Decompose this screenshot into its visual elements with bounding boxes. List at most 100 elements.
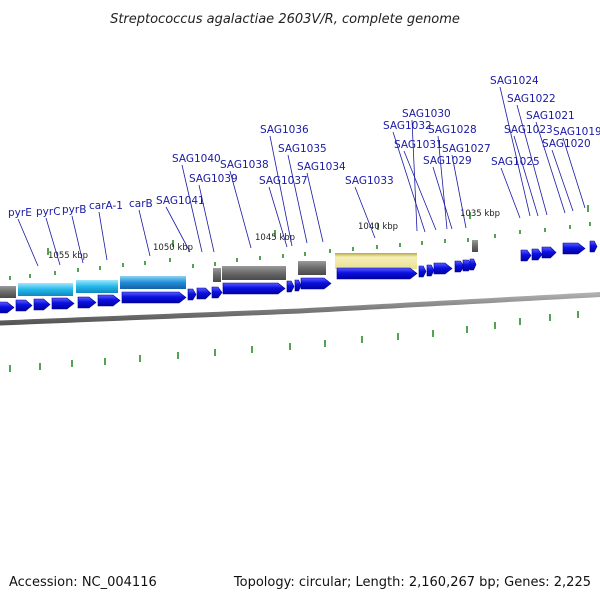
cds-arrow[interactable] <box>562 242 586 255</box>
gene-label-pyrc[interactable]: pyrC <box>36 206 61 218</box>
cds-arrow[interactable] <box>520 249 532 262</box>
gene-label-sag1041[interactable]: SAG1041 <box>156 195 205 207</box>
leader-line <box>17 218 39 267</box>
cds-arrow[interactable] <box>531 248 543 261</box>
leader-line <box>499 86 531 217</box>
cds-arrow[interactable] <box>222 282 286 295</box>
cds-arrow[interactable] <box>211 286 223 299</box>
leader-line <box>392 131 426 233</box>
cds-arrow[interactable] <box>300 277 332 290</box>
feature-block[interactable] <box>472 240 478 252</box>
leader-line <box>287 154 308 244</box>
leader-line <box>403 150 437 231</box>
leader-line <box>138 209 151 257</box>
cds-arrow[interactable] <box>433 262 453 275</box>
kbp-label: 1040 kbp <box>358 222 398 232</box>
gene-label-pyre[interactable]: pyrE <box>8 207 32 219</box>
gene-label-sag1020[interactable]: SAG1020 <box>542 138 591 150</box>
backbone-layer <box>0 291 600 326</box>
feature-block[interactable] <box>213 268 221 282</box>
cds-arrow[interactable] <box>589 240 598 253</box>
gene-label-sag1030[interactable]: SAG1030 <box>402 108 451 120</box>
gene-label-sag1040[interactable]: SAG1040 <box>172 153 221 165</box>
kbp-label: 1055 kbp <box>48 251 88 261</box>
gene-label-sag1033[interactable]: SAG1033 <box>345 175 394 187</box>
feature-block-car[interactable] <box>120 276 186 289</box>
leader-line <box>513 135 539 217</box>
cds-arrow[interactable] <box>541 246 557 259</box>
gene-label-sag1027[interactable]: SAG1027 <box>442 143 491 155</box>
kbp-label: 1045 kbp <box>255 233 295 243</box>
feature-layer <box>0 240 598 314</box>
kbp-label: 1035 kbp <box>460 209 500 219</box>
leader-line <box>98 211 108 261</box>
gene-label-sag1019[interactable]: SAG1019 <box>553 126 600 138</box>
gene-label-sag1037[interactable]: SAG1037 <box>259 175 308 187</box>
cds-arrow[interactable] <box>33 298 51 311</box>
leader-line <box>45 217 61 266</box>
cds-arrow[interactable] <box>336 267 418 280</box>
gene-label-carb[interactable]: carB <box>129 198 153 210</box>
gene-label-sag1032[interactable]: SAG1032 <box>383 120 432 132</box>
leader-line <box>562 137 586 209</box>
gene-label-sag1038[interactable]: SAG1038 <box>220 159 269 171</box>
gene-label-sag1036[interactable]: SAG1036 <box>260 124 309 136</box>
gene-label-cara-1[interactable]: carA-1 <box>89 200 123 212</box>
feature-block[interactable] <box>222 266 286 280</box>
cds-arrow[interactable] <box>187 288 197 301</box>
gene-label-sag1023[interactable]: SAG1023 <box>504 124 553 136</box>
leader-line <box>71 215 84 264</box>
gene-label-sag1024[interactable]: SAG1024 <box>490 75 539 87</box>
cds-arrow[interactable] <box>51 297 75 310</box>
cds-arrow[interactable] <box>294 279 302 292</box>
leader-line <box>269 135 293 247</box>
cds-arrow[interactable] <box>0 301 15 314</box>
accession-label: Accession: NC_004116 <box>9 575 157 590</box>
feature-block-yellow[interactable] <box>335 253 417 269</box>
leader-line <box>411 119 418 232</box>
cds-arrow[interactable] <box>426 264 435 277</box>
gene-label-sag1025[interactable]: SAG1025 <box>491 156 540 168</box>
leader-line <box>451 154 467 229</box>
cds-arrow[interactable] <box>121 291 187 304</box>
label-layer: 1055 kbp 1050 kbp 1045 kbp 1040 kbp 1035 kbp… <box>8 75 600 267</box>
gene-label-sag1022[interactable]: SAG1022 <box>507 93 556 105</box>
gene-label-sag1039[interactable]: SAG1039 <box>189 173 238 185</box>
feature-block-pyr[interactable] <box>18 283 73 296</box>
leader-line <box>551 149 574 212</box>
leader-line <box>535 121 566 214</box>
leader-line <box>181 164 203 253</box>
leader-line <box>432 166 453 230</box>
gene-label-sag1028[interactable]: SAG1028 <box>428 124 477 136</box>
cds-arrow[interactable] <box>77 296 97 309</box>
leader-line <box>500 167 521 219</box>
cds-arrow[interactable] <box>469 258 477 271</box>
leader-line <box>437 135 448 230</box>
cds-arrow[interactable] <box>15 299 33 312</box>
feature-block-pyr[interactable] <box>76 280 118 293</box>
cds-arrow[interactable] <box>418 265 427 278</box>
feature-block[interactable] <box>0 286 16 298</box>
kbp-label: 1050 kbp <box>153 243 193 253</box>
map-title: Streptococcus agalactiae 2603V/R, comple… <box>110 12 460 27</box>
tick-layer <box>9 205 591 372</box>
leader-line <box>198 184 215 253</box>
cds-arrow[interactable] <box>97 294 121 307</box>
gene-label-sag1031[interactable]: SAG1031 <box>394 139 443 151</box>
genome-backbone <box>0 291 600 326</box>
cds-arrow[interactable] <box>286 280 295 293</box>
gene-label-sag1035[interactable]: SAG1035 <box>278 143 327 155</box>
leader-line <box>306 172 324 243</box>
leader-line <box>516 104 548 216</box>
feature-block[interactable] <box>298 261 326 275</box>
leader-line <box>354 186 376 239</box>
cds-arrow[interactable] <box>196 287 212 300</box>
gene-label-sag1021[interactable]: SAG1021 <box>526 110 575 122</box>
cds-arrow[interactable] <box>454 260 465 273</box>
leader-line <box>268 186 288 248</box>
gene-label-sag1029[interactable]: SAG1029 <box>423 155 472 167</box>
gene-label-pyrb[interactable]: pyrB <box>62 204 86 216</box>
leader-line <box>229 170 252 249</box>
gene-label-sag1034[interactable]: SAG1034 <box>297 161 346 173</box>
